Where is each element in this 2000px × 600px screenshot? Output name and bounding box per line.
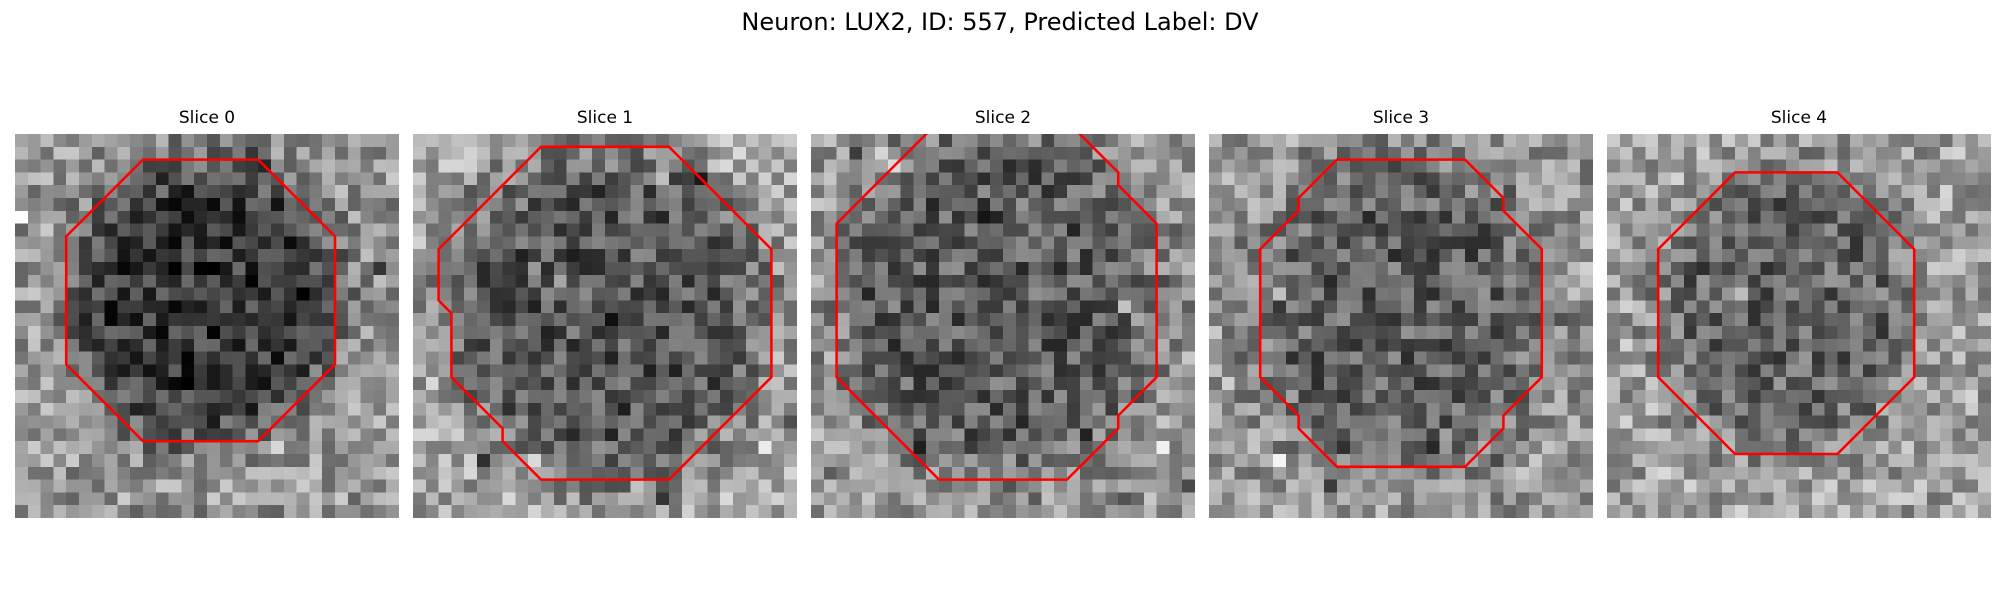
figure-title: Neuron: LUX2, ID: 557, Predicted Label: … [741, 8, 1259, 36]
slice-title-4: Slice 4 [1770, 108, 1828, 128]
roi-outline-4 [1656, 171, 1916, 456]
slice-panel-3: Slice 3 [1209, 106, 1593, 518]
slice-image-1 [413, 134, 797, 518]
roi-contour-3 [1258, 158, 1544, 469]
slice-panel-0: Slice 0 [15, 106, 399, 518]
roi-contour-2 [835, 134, 1158, 481]
slice-title-1: Slice 1 [576, 108, 634, 128]
slice-title-0: Slice 0 [178, 108, 236, 128]
slice-title-3: Slice 3 [1372, 108, 1430, 128]
roi-outline-1 [437, 145, 773, 481]
slice-panel-4: Slice 4 [1607, 106, 1991, 518]
slice-image-0 [15, 134, 399, 518]
slice-image-3 [1209, 134, 1593, 518]
microscopy-slice-3 [1209, 134, 1593, 518]
slice-image-2 [811, 134, 1195, 518]
roi-outline-0 [64, 158, 337, 443]
slice-panel-1: Slice 1 [413, 106, 797, 518]
roi-contour-0 [64, 158, 337, 443]
slice-image-4 [1607, 134, 1991, 518]
roi-contour-4 [1656, 171, 1916, 456]
slice-title-2: Slice 2 [974, 108, 1032, 128]
roi-outline-2 [835, 134, 1158, 481]
microscopy-slice-1 [413, 134, 797, 518]
slice-panel-2: Slice 2 [811, 106, 1195, 518]
roi-contour-1 [437, 145, 773, 481]
roi-outline-3 [1258, 158, 1544, 469]
